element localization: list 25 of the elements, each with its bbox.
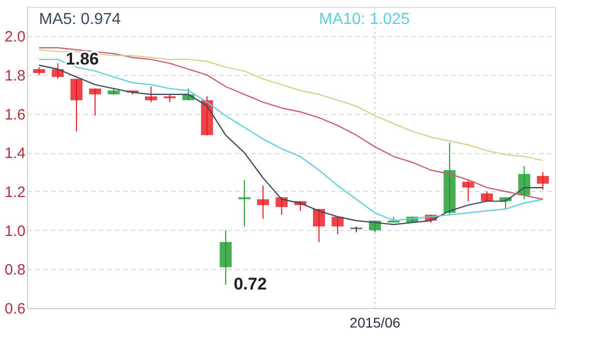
candlestick xyxy=(70,78,82,132)
annotation: 0.72 xyxy=(234,274,267,294)
line-series xyxy=(38,47,544,200)
line-series xyxy=(38,49,544,162)
annotation: 1.86 xyxy=(66,49,99,68)
x-tick-label: 2015/06 xyxy=(350,314,400,330)
candlestick xyxy=(518,166,530,200)
text: MA10: 1.025 xyxy=(319,11,410,28)
candlestick xyxy=(145,86,158,103)
candlestick xyxy=(312,208,325,242)
candlestick xyxy=(332,216,344,235)
y-tick-label: 1.0 xyxy=(4,222,26,240)
y-tick-label: 2.0 xyxy=(4,28,26,46)
candlestick xyxy=(462,179,474,202)
candlestick xyxy=(89,88,102,116)
text: MA5: 0.974 xyxy=(39,11,121,28)
y-tick-label: 1.4 xyxy=(4,145,26,162)
y-tick-label: 1.8 xyxy=(4,67,26,84)
candlestick xyxy=(257,185,270,220)
y-tick-label: 0.8 xyxy=(4,262,26,279)
candlestick xyxy=(238,179,250,227)
y-tick-label: 1.2 xyxy=(4,184,26,201)
candlestick xyxy=(536,172,549,190)
y-tick-label: 0.6 xyxy=(4,300,26,318)
y-tick-label: 1.6 xyxy=(4,106,26,124)
